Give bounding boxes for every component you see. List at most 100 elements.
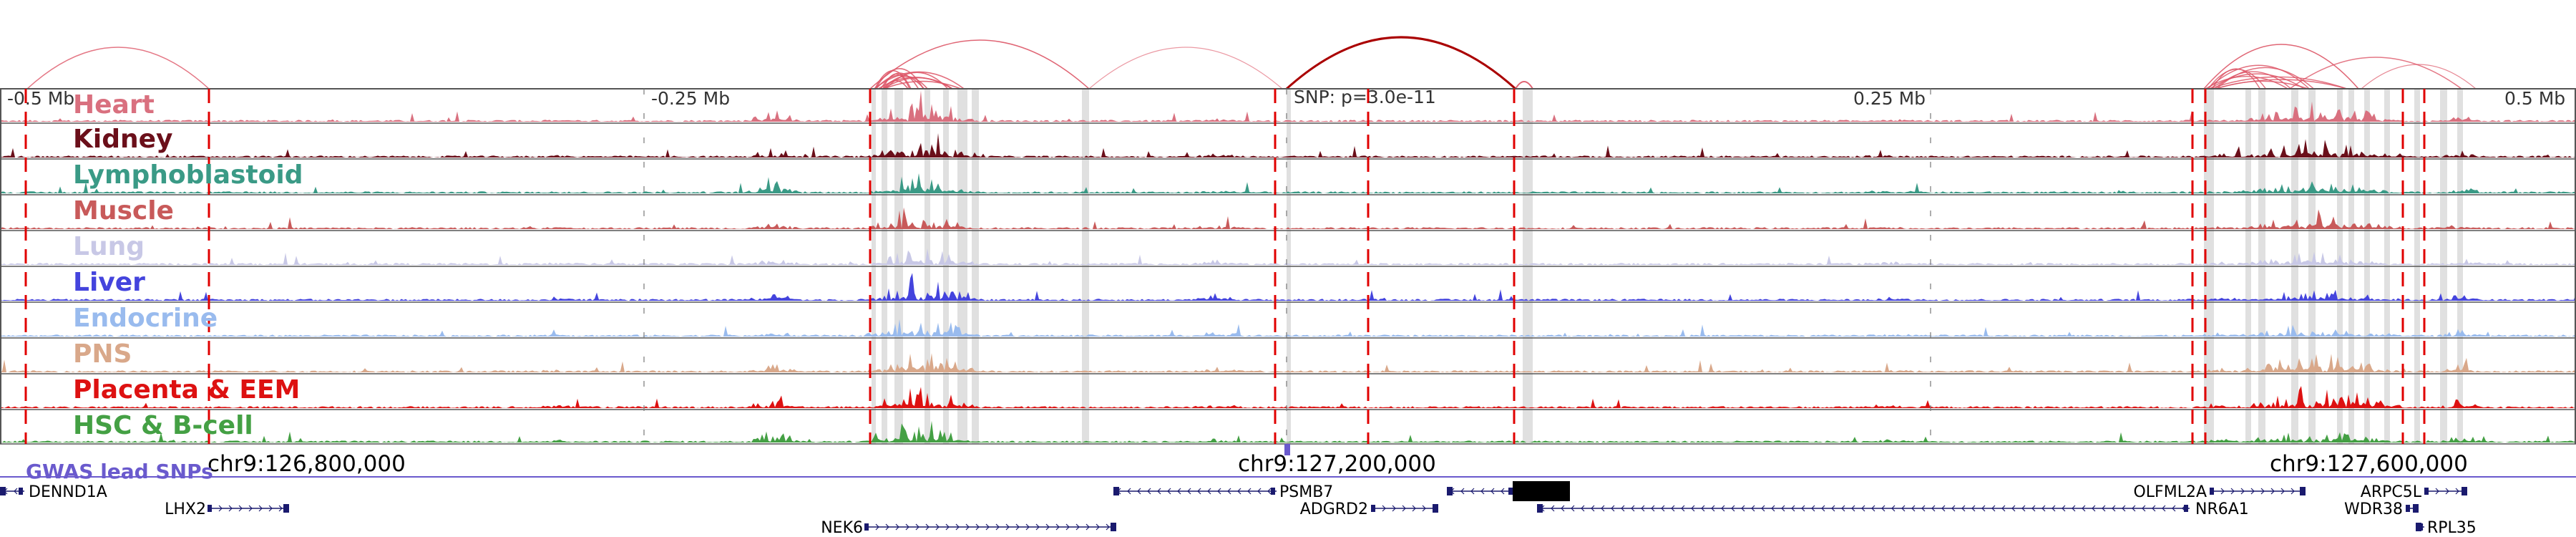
gene-exon bbox=[2406, 505, 2410, 512]
gene-exon bbox=[1371, 505, 1375, 512]
coord-label-2: chr9:127,200,000 bbox=[1238, 451, 1436, 477]
gene-strand-arrow bbox=[1501, 488, 1505, 495]
gene-strand-arrow bbox=[1651, 505, 1655, 512]
gene-strand-arrow bbox=[2082, 505, 2086, 512]
gene-strand-arrow bbox=[1470, 488, 1475, 495]
gene-strand-arrow bbox=[1422, 505, 1426, 512]
gene-strand-arrow bbox=[1106, 523, 1110, 531]
gene-exon bbox=[0, 487, 6, 495]
gene-strand-arrow bbox=[2011, 505, 2016, 512]
gene-exon bbox=[19, 488, 23, 495]
gene-strand-arrow bbox=[1951, 505, 1956, 512]
gene-strand-arrow bbox=[1741, 505, 1745, 512]
interaction-arc bbox=[2205, 76, 2288, 90]
gene-strand-arrow bbox=[1267, 488, 1272, 495]
gene-strand-arrow bbox=[1921, 505, 1926, 512]
gene-strand-arrow bbox=[1781, 505, 1785, 512]
gene-strand-arrow bbox=[1611, 505, 1615, 512]
gene-strand-arrow bbox=[1257, 488, 1262, 495]
gene-exon bbox=[2210, 488, 2214, 495]
gene-strand-arrow bbox=[1901, 505, 1906, 512]
gene-strand-arrow bbox=[2051, 505, 2056, 512]
gene-strand-arrow bbox=[995, 523, 1000, 531]
gene-strand-arrow bbox=[1851, 505, 1855, 512]
track-signal-placenta-eem bbox=[0, 386, 2576, 408]
gene-label-rpl35: RPL35 bbox=[2427, 519, 2477, 537]
interaction-arc bbox=[2209, 73, 2305, 90]
gene-strand-arrow bbox=[975, 523, 980, 531]
gene-strand-arrow bbox=[1721, 505, 1725, 512]
gene-strand-arrow bbox=[1801, 505, 1805, 512]
gene-strand-arrow bbox=[1177, 488, 1181, 495]
gene-strand-arrow bbox=[1551, 505, 1555, 512]
track-label-hsc-b-cell: HSC & B-cell bbox=[73, 411, 253, 440]
gene-strand-arrow bbox=[1911, 505, 1916, 512]
gene-strand-arrow bbox=[1691, 505, 1695, 512]
gene-strand-arrow bbox=[2031, 505, 2036, 512]
gene-strand-arrow bbox=[238, 505, 243, 512]
gene-strand-arrow bbox=[268, 505, 273, 512]
gene-strand-arrow bbox=[1771, 505, 1775, 512]
gene-strand-arrow bbox=[1157, 488, 1161, 495]
interaction-arc bbox=[1515, 81, 1533, 90]
gene-strand-arrow bbox=[2230, 488, 2235, 495]
interaction-arc bbox=[2361, 64, 2477, 90]
track-labels: Heart Kidney Lymphoblastoid Muscle Lung Liver… bbox=[73, 90, 303, 440]
gene-label-wdr38: WDR38 bbox=[2344, 500, 2403, 518]
gene-strand-arrow bbox=[1227, 488, 1231, 495]
gene-strand-arrow bbox=[2260, 488, 2265, 495]
gene-strand-arrow bbox=[1581, 505, 1585, 512]
gene-strand-arrow bbox=[1561, 505, 1565, 512]
gene-strand-arrow bbox=[925, 523, 930, 531]
gene-strand-arrow bbox=[1671, 505, 1675, 512]
gene-strand-arrow bbox=[945, 523, 950, 531]
gene-exon bbox=[1113, 487, 1119, 495]
gene-strand-arrow bbox=[1055, 523, 1060, 531]
gene-strand-arrow bbox=[2290, 488, 2295, 495]
gene-strand-arrow bbox=[1085, 523, 1090, 531]
coord-label-3: chr9:127,600,000 bbox=[2270, 451, 2468, 477]
interaction-arc bbox=[873, 71, 965, 90]
gene-exon bbox=[2300, 487, 2306, 495]
gene-strand-arrow bbox=[1961, 505, 1966, 512]
gene-strand-arrow bbox=[1621, 505, 1625, 512]
track-label-liver: Liver bbox=[73, 268, 145, 297]
interaction-arc bbox=[1088, 47, 1283, 90]
interaction-arc bbox=[1285, 36, 1517, 90]
signal-tracks bbox=[0, 90, 2576, 442]
gene-strand-arrow bbox=[2062, 505, 2066, 512]
gene-strand-arrow bbox=[2162, 505, 2166, 512]
gene-strand-arrow bbox=[2445, 488, 2449, 495]
gene-label-lhx2: LHX2 bbox=[165, 500, 206, 518]
gene-strand-arrow bbox=[2122, 505, 2126, 512]
gene-exon bbox=[2419, 523, 2423, 531]
gene-exon bbox=[1271, 488, 1275, 495]
gene-strand-arrow bbox=[2455, 488, 2459, 495]
gene-strand-arrow bbox=[1147, 488, 1151, 495]
track-signal-endocrine bbox=[0, 319, 2576, 337]
gene-strand-arrow bbox=[1981, 505, 1986, 512]
gene-strand-arrow bbox=[885, 523, 889, 531]
gene-strand-arrow bbox=[1761, 505, 1765, 512]
interaction-arc bbox=[2207, 64, 2310, 90]
gene-label-olfml2a: OLFML2A bbox=[2133, 483, 2207, 501]
gene-strand-arrow bbox=[1247, 488, 1252, 495]
track-label-endocrine: Endocrine bbox=[73, 304, 218, 333]
interaction-arc bbox=[2289, 57, 2462, 90]
gene-strand-arrow bbox=[2280, 488, 2285, 495]
gene-strand-arrow bbox=[1460, 488, 1465, 495]
interaction-arc bbox=[869, 39, 1090, 90]
interaction-arcs bbox=[26, 36, 2477, 90]
gene-strand-arrow bbox=[1861, 505, 1865, 512]
gene-strand-arrow bbox=[2072, 505, 2076, 512]
ruler-left-label: -0.5 Mb bbox=[7, 88, 74, 109]
track-label-placenta-eem: Placenta & EEM bbox=[73, 375, 300, 405]
interaction-arc bbox=[875, 74, 925, 90]
gene-strand-arrow bbox=[1237, 488, 1241, 495]
interaction-arc bbox=[2203, 44, 2359, 90]
gene-strand-arrow bbox=[1571, 505, 1575, 512]
ruler-mid-left-label: -0.25 Mb bbox=[651, 88, 730, 109]
interaction-arc bbox=[2207, 69, 2267, 90]
interaction-arc bbox=[2215, 80, 2309, 90]
